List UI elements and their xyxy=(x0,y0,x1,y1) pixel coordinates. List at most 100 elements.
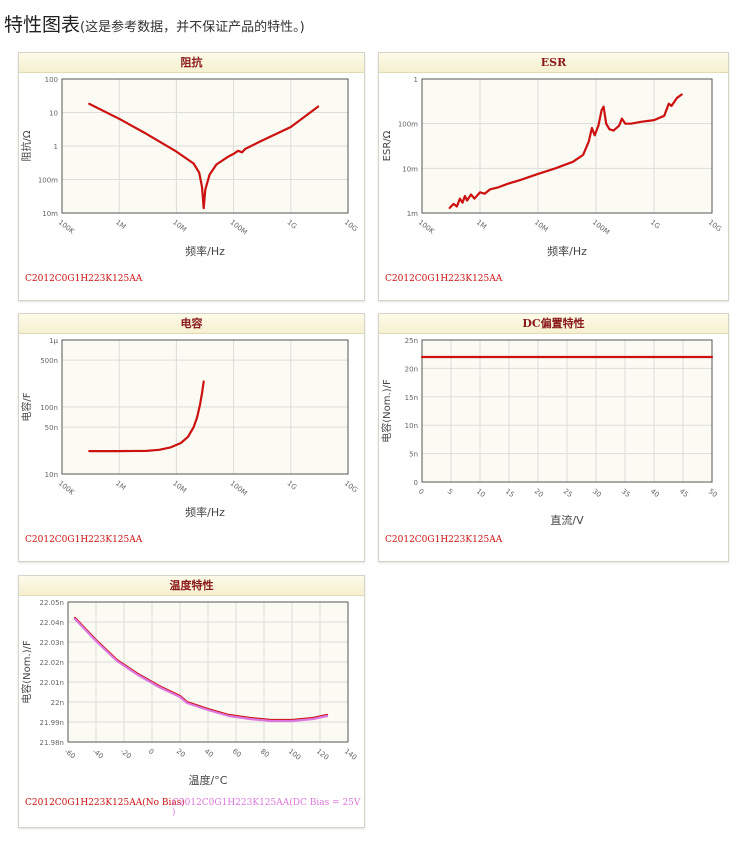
impedance-chart-panel: 阻抗 100K 1M 10M 100M 1G 10G 10m 100m 1 10 100 频率/Hz 阻… xyxy=(18,52,365,301)
y-tick-label: 25n xyxy=(405,337,418,345)
y-axis-label: ESR/Ω xyxy=(382,130,393,161)
x-axis-label: 频率/Hz xyxy=(185,244,225,258)
x-tick-label: 30 xyxy=(591,487,603,499)
y-tick-label: 1 xyxy=(54,143,58,151)
plot-frame xyxy=(61,78,349,214)
x-axis-label: 直流/V xyxy=(550,513,584,527)
x-tick-label: 10G xyxy=(343,218,359,233)
series-line-0 xyxy=(88,102,320,210)
y-tick-label: 10 xyxy=(49,110,58,118)
y-tick-label: 1 xyxy=(414,76,418,84)
y-tick-label: 1m xyxy=(407,210,418,218)
x-tick-label: 100M xyxy=(228,479,248,497)
x-tick-label: -60 xyxy=(63,747,77,760)
impedance-chart: 100K 1M 10M 100M 1G 10G 10m 100m 1 10 100 频率/Hz 阻抗/Ω xyxy=(20,76,359,258)
x-tick-label: 5 xyxy=(446,487,454,496)
capacitance-chart-panel: 电容 100K 1M 10M 100M 1G 10G 10n 50n 100n 500n 1μ 频率/… xyxy=(18,313,365,562)
x-tick-label: 100 xyxy=(287,747,302,762)
x-tick-label: 10M xyxy=(171,479,188,495)
dc-bias-part-label: C2012C0G1H223K125AA xyxy=(385,535,503,545)
x-tick-label: 10M xyxy=(171,218,188,234)
x-axis-label: 温度/°C xyxy=(189,773,228,787)
x-tick-label: 1G xyxy=(286,218,299,230)
plot-frame xyxy=(67,601,349,743)
x-tick-label: 100M xyxy=(591,218,611,236)
y-axis-label: 电容(Nom.)/F xyxy=(20,640,33,704)
y-tick-label: 5n xyxy=(409,451,418,459)
temperature-chart-panel: 温度特性 -60 -40 -20 0 20 40 60 80 100 120 140 21.98n 21… xyxy=(18,575,365,828)
page-title-text: 特性图表 xyxy=(4,14,81,36)
plot-frame xyxy=(421,339,713,483)
x-tick-label: 120 xyxy=(315,747,330,762)
y-tick-label: 21.99n xyxy=(40,719,64,727)
x-tick-label: 40 xyxy=(649,487,661,499)
page-title-note: (这是参考数据，并不保证产品的特性。) xyxy=(80,20,305,35)
x-tick-label: 100K xyxy=(57,218,76,236)
y-tick-label: 22.02n xyxy=(40,659,64,667)
y-tick-label: 100 xyxy=(45,76,58,84)
y-tick-label: 500n xyxy=(40,357,58,365)
x-tick-label: 50 xyxy=(707,487,719,499)
x-tick-label: 60 xyxy=(231,747,243,759)
series-line-1 xyxy=(73,617,329,723)
y-tick-label: 22.04n xyxy=(40,619,64,627)
x-tick-label: 15 xyxy=(504,487,516,499)
y-tick-label: 22n xyxy=(51,699,64,707)
x-tick-label: 100K xyxy=(57,479,76,497)
y-axis-label: 电容/F xyxy=(20,392,33,421)
y-tick-label: 10n xyxy=(405,422,418,430)
x-tick-label: 100K xyxy=(417,218,436,236)
page-title: 特性图表(这是参考数据，并不保证产品的特性。) xyxy=(4,10,305,37)
x-tick-label: 1M xyxy=(114,218,127,231)
x-tick-label: -20 xyxy=(119,747,133,760)
capacitance-chart: 100K 1M 10M 100M 1G 10G 10n 50n 100n 500n 1μ 频率/Hz 电… xyxy=(20,337,359,519)
y-tick-label: 22.05n xyxy=(40,599,64,607)
temperature-part-label-no-bias: C2012C0G1H223K125AA(No Bias) xyxy=(25,798,185,808)
esr-part-label: C2012C0G1H223K125AA xyxy=(385,274,503,284)
x-tick-label: 1G xyxy=(286,479,299,491)
esr-chart-title: ESR xyxy=(379,53,728,73)
x-tick-label: 1G xyxy=(649,218,662,230)
esr-chart-panel: ESR 100K 1M 10M 100M 1G 10G 1m 10m 100m 1 频率/Hz ESR… xyxy=(378,52,729,301)
x-tick-label: 10M xyxy=(533,218,550,234)
x-tick-label: 10G xyxy=(343,479,359,494)
x-tick-label: 25 xyxy=(562,487,574,499)
dc-bias-chart-panel: DC偏置特性 0 5 10 15 20 25 30 35 40 45 50 0 5n 10n 15n 20n 2… xyxy=(378,313,729,562)
x-tick-label: 100M xyxy=(228,218,248,236)
y-tick-label: 100n xyxy=(40,404,58,412)
temperature-chart-title: 温度特性 xyxy=(19,576,364,596)
x-tick-label: -40 xyxy=(91,747,105,760)
x-tick-label: 20 xyxy=(175,747,187,759)
series-line-0 xyxy=(88,380,205,453)
esr-chart: 100K 1M 10M 100M 1G 10G 1m 10m 100m 1 频率/Hz ESR/Ω xyxy=(382,76,723,258)
y-tick-label: 10n xyxy=(45,471,58,479)
plot-frame xyxy=(61,339,349,475)
x-tick-label: 35 xyxy=(620,487,632,499)
y-tick-label: 10m xyxy=(402,165,418,173)
impedance-part-label: C2012C0G1H223K125AA xyxy=(25,274,143,284)
plot-frame xyxy=(421,78,713,214)
y-axis-label: 阻抗/Ω xyxy=(20,130,33,161)
x-tick-label: 20 xyxy=(533,487,545,499)
impedance-chart-title: 阻抗 xyxy=(19,53,364,73)
x-tick-label: 45 xyxy=(678,487,690,499)
y-tick-label: 1μ xyxy=(49,337,58,345)
x-tick-label: 140 xyxy=(343,747,358,762)
capacitance-chart-title: 电容 xyxy=(19,314,364,334)
y-tick-label: 100m xyxy=(398,121,418,129)
y-tick-label: 22.01n xyxy=(40,679,64,687)
y-tick-label: 20n xyxy=(405,365,418,373)
x-axis-label: 频率/Hz xyxy=(547,244,587,258)
capacitance-part-label: C2012C0G1H223K125AA xyxy=(25,535,143,545)
y-axis-label: 电容(Nom.)/F xyxy=(380,379,393,443)
y-tick-label: 15n xyxy=(405,394,418,402)
x-tick-label: 1M xyxy=(475,218,488,231)
y-tick-label: 50n xyxy=(45,424,58,432)
y-tick-label: 10m xyxy=(42,210,58,218)
dc-bias-chart-title: DC偏置特性 xyxy=(379,314,728,334)
x-tick-label: 10G xyxy=(707,218,723,233)
y-tick-label: 100m xyxy=(38,177,58,185)
x-tick-label: 80 xyxy=(259,747,271,759)
x-tick-label: 40 xyxy=(203,747,215,759)
dc-bias-chart: 0 5 10 15 20 25 30 35 40 45 50 0 5n 10n 15n 20n 25n 直流/V 电… xyxy=(380,337,719,527)
